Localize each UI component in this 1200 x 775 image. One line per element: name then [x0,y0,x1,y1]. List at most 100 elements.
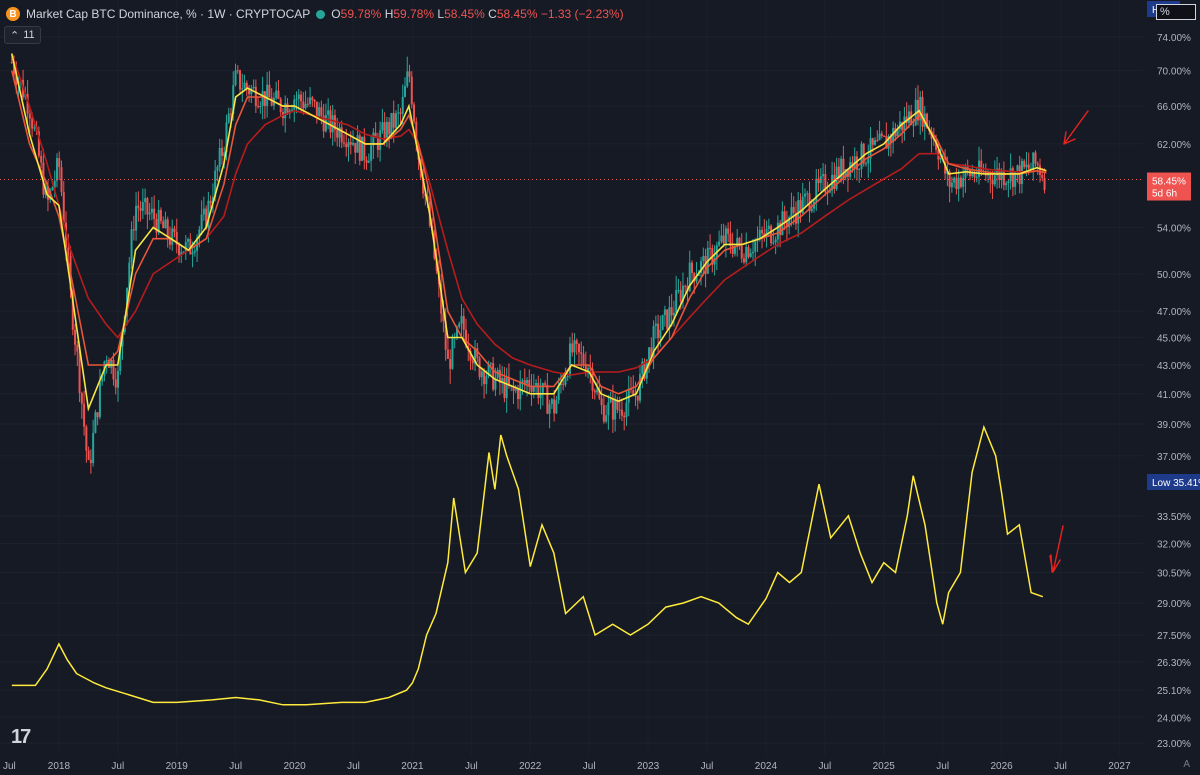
candle-body [476,348,479,358]
time-tick-label: Jul [701,761,714,772]
candle-body [76,344,79,352]
candle-body [776,222,779,240]
candle-body [465,329,468,346]
candle-body [539,392,542,399]
candle-body [422,177,425,194]
candle-body [752,251,755,254]
candle-body [329,110,332,133]
candle-body [806,193,809,195]
candle-body [761,229,764,234]
candle-body [304,103,307,109]
auto-scale-button[interactable]: A [1183,759,1190,770]
price-tick-label: 32.00% [1157,539,1191,550]
candle-body [1023,160,1026,168]
study-count: 11 [23,29,35,41]
candle-body [444,321,447,350]
candle-body [469,350,472,361]
low-tag-text: Low 35.41% [1152,478,1200,489]
candle-body [340,127,343,143]
candle-body [849,162,852,177]
time-axis[interactable]: Jul 2018 Jul 2019 Jul 2020 Jul 2021 Jul 2022 Jul 20… [3,761,1131,772]
time-tick-label: 2018 [48,761,71,772]
candle-body [205,208,208,228]
candle-body [216,167,219,171]
candle-body [98,381,101,418]
candle-body [236,70,239,72]
candle-body [605,415,608,422]
candle-body [973,173,976,178]
candle-body [116,370,119,388]
price-tick-label: 74.00% [1157,33,1191,44]
candle-body [668,307,671,329]
candle-body [1005,183,1008,186]
candle-body [315,101,318,117]
scale-mode-input[interactable]: % [1156,4,1196,20]
overlay-line [11,424,1044,706]
candle-body [507,377,510,386]
time-tick-label: 2024 [755,761,778,772]
candle-body [772,242,775,244]
candle-body [336,129,339,138]
price-tick-label: 39.00% [1157,420,1191,431]
symbol-title[interactable]: Market Cap BTC Dominance, % · 1W · CRYPT… [26,7,311,21]
candle-body [702,256,705,262]
time-tick-label: Jul [1054,761,1067,772]
price-tick-label: 25.10% [1157,686,1191,697]
price-tick-label: 29.00% [1157,599,1191,610]
candle-body [609,398,612,403]
candle-body [921,96,924,127]
candle-body [627,388,630,403]
candle-body [372,132,375,146]
candle-body [31,118,34,129]
price-tick-label: 47.00% [1157,307,1191,318]
candle-body [950,182,953,188]
candle-body [532,386,535,392]
candle-body [410,76,413,105]
price-tick-label: 27.50% [1157,631,1191,642]
candle-body [178,244,181,256]
time-tick-label: 2020 [283,761,306,772]
candle-body [553,399,556,414]
candle-body [980,160,983,172]
candle-body [1036,163,1039,166]
candle-body [191,252,194,255]
candle-body [788,216,791,228]
candle-body [957,177,960,190]
candle-body [799,200,802,214]
candle-body [37,131,40,156]
candle-body [846,169,849,177]
candle-body [363,136,366,161]
candle-body [159,209,162,222]
candle-body [559,383,562,386]
candle-body [26,93,29,114]
candle-body [641,361,644,375]
price-tick-label: 30.50% [1157,568,1191,579]
candle-body [883,135,886,137]
candle-body [693,272,696,282]
candle-body [889,136,892,143]
candle-body [406,71,409,87]
price-tick-label: 33.50% [1157,512,1191,523]
candle-body [639,374,642,401]
candle-body [528,380,531,386]
candle-body [153,208,156,220]
candle-body [700,261,703,274]
time-tick-label: 2025 [873,761,896,772]
overlay-line-layer [0,179,1143,706]
candle-body [657,323,660,339]
candle-body [148,212,151,215]
tradingview-logo-icon[interactable]: 17 [11,726,31,748]
candle-body [209,200,212,204]
candle-body [80,393,83,404]
candle-body [1043,177,1046,190]
indicators-toggle[interactable]: ⌃ 11 [4,26,41,44]
symbol-legend: B Market Cap BTC Dominance, % · 1W · CRY… [6,4,624,24]
candle-body [413,104,416,122]
candle-body [803,193,806,197]
price-scale[interactable]: 74.00% 70.00% 66.00% 62.00% 54.00% 50.00% 47.0… [1143,0,1200,775]
candle-body [112,359,115,380]
candle-body [785,221,788,228]
candle-body [1018,165,1021,185]
